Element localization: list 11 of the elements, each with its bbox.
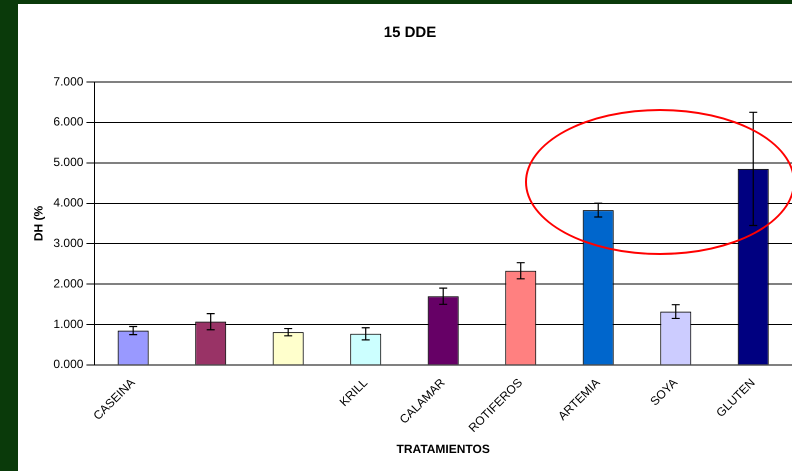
x-axis-title: TRATAMIENTOS bbox=[396, 442, 490, 456]
y-tick-label: 7.000 bbox=[53, 74, 84, 88]
y-tick-label: 6.000 bbox=[53, 114, 84, 129]
y-tick-label: 4.000 bbox=[53, 196, 84, 210]
y-tick-label: 1.000 bbox=[53, 316, 84, 331]
chart-title: 15 DDE bbox=[384, 24, 436, 42]
y-tick-label: 3.000 bbox=[53, 236, 84, 250]
y-tick-label: 5.000 bbox=[53, 155, 84, 170]
y-tick-label: 0.000 bbox=[53, 357, 84, 372]
y-tick-label: 2.000 bbox=[53, 276, 84, 290]
y-axis-title: DH (% bbox=[32, 205, 46, 242]
